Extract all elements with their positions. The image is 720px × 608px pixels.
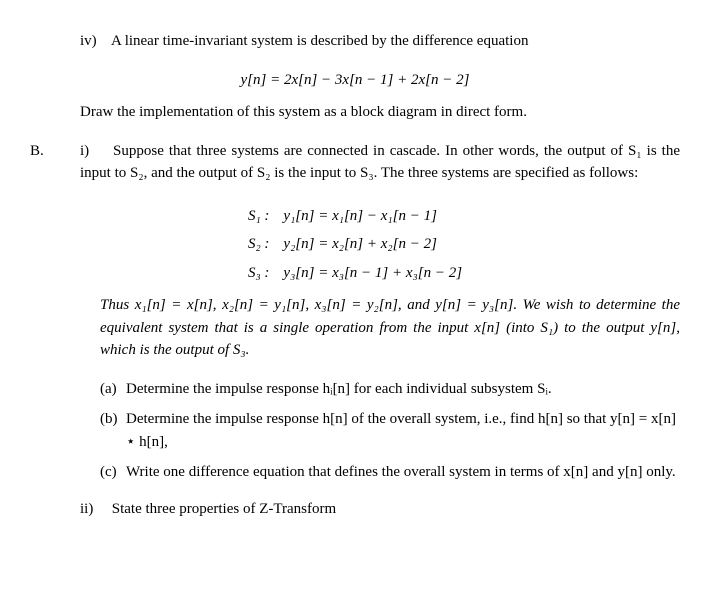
- label-b-ii: ii): [80, 498, 108, 521]
- text-b-ii: State three properties of Z-Transform: [112, 501, 336, 517]
- system-name-1: S₁ :: [242, 203, 275, 230]
- item-b-ii: ii) State three properties of Z-Transfor…: [80, 498, 680, 521]
- label-b: B.: [30, 140, 44, 163]
- label-iv: iv): [80, 30, 108, 53]
- text-b: Determine the impulse response h[n] of t…: [126, 408, 680, 453]
- label-c: (c): [100, 461, 126, 484]
- system-row-2: S₂ : y₂[n] = x₂[n] + x₂[n − 2]: [242, 231, 468, 258]
- part-b: (b) Determine the impulse response h[n] …: [100, 408, 680, 453]
- instruction-iv: Draw the implementation of this system a…: [80, 101, 680, 124]
- text-b-i-intro: Suppose that three systems are connected…: [80, 143, 680, 182]
- sub-parts: (a) Determine the impulse response hᵢ[n]…: [100, 378, 680, 484]
- text-c: Write one difference equation that defin…: [126, 461, 680, 484]
- section-b: B. i) Suppose that three systems are con…: [30, 140, 680, 537]
- item-iv: iv) A linear time-invariant system is de…: [80, 30, 680, 53]
- label-b-sub: (b): [100, 408, 126, 453]
- equation-iv: y[n] = 2x[n] − 3x[n − 1] + 2x[n − 2]: [30, 69, 680, 92]
- system-name-2: S₂ :: [242, 231, 275, 258]
- systems-table: S₁ : y₁[n] = x₁[n] − x₁[n − 1] S₂ : y₂[n…: [240, 201, 470, 289]
- label-b-i: i): [80, 140, 108, 163]
- part-c: (c) Write one difference equation that d…: [100, 461, 680, 484]
- system-row-3: S₃ : y₃[n] = x₃[n − 1] + x₃[n − 2]: [242, 260, 468, 287]
- text-iv: A linear time-invariant system is descri…: [111, 33, 529, 49]
- item-b-i: i) Suppose that three systems are connec…: [80, 140, 680, 185]
- text-a: Determine the impulse response hᵢ[n] for…: [126, 378, 680, 401]
- system-eq-2: y₂[n] = x₂[n] + x₂[n − 2]: [277, 231, 468, 258]
- thus-paragraph: Thus x₁[n] = x[n], x₂[n] = y₁[n], x₃[n] …: [100, 294, 680, 362]
- label-a: (a): [100, 378, 126, 401]
- system-name-3: S₃ :: [242, 260, 275, 287]
- system-eq-3: y₃[n] = x₃[n − 1] + x₃[n − 2]: [277, 260, 468, 287]
- system-eq-1: y₁[n] = x₁[n] − x₁[n − 1]: [277, 203, 468, 230]
- system-row-1: S₁ : y₁[n] = x₁[n] − x₁[n − 1]: [242, 203, 468, 230]
- part-a: (a) Determine the impulse response hᵢ[n]…: [100, 378, 680, 401]
